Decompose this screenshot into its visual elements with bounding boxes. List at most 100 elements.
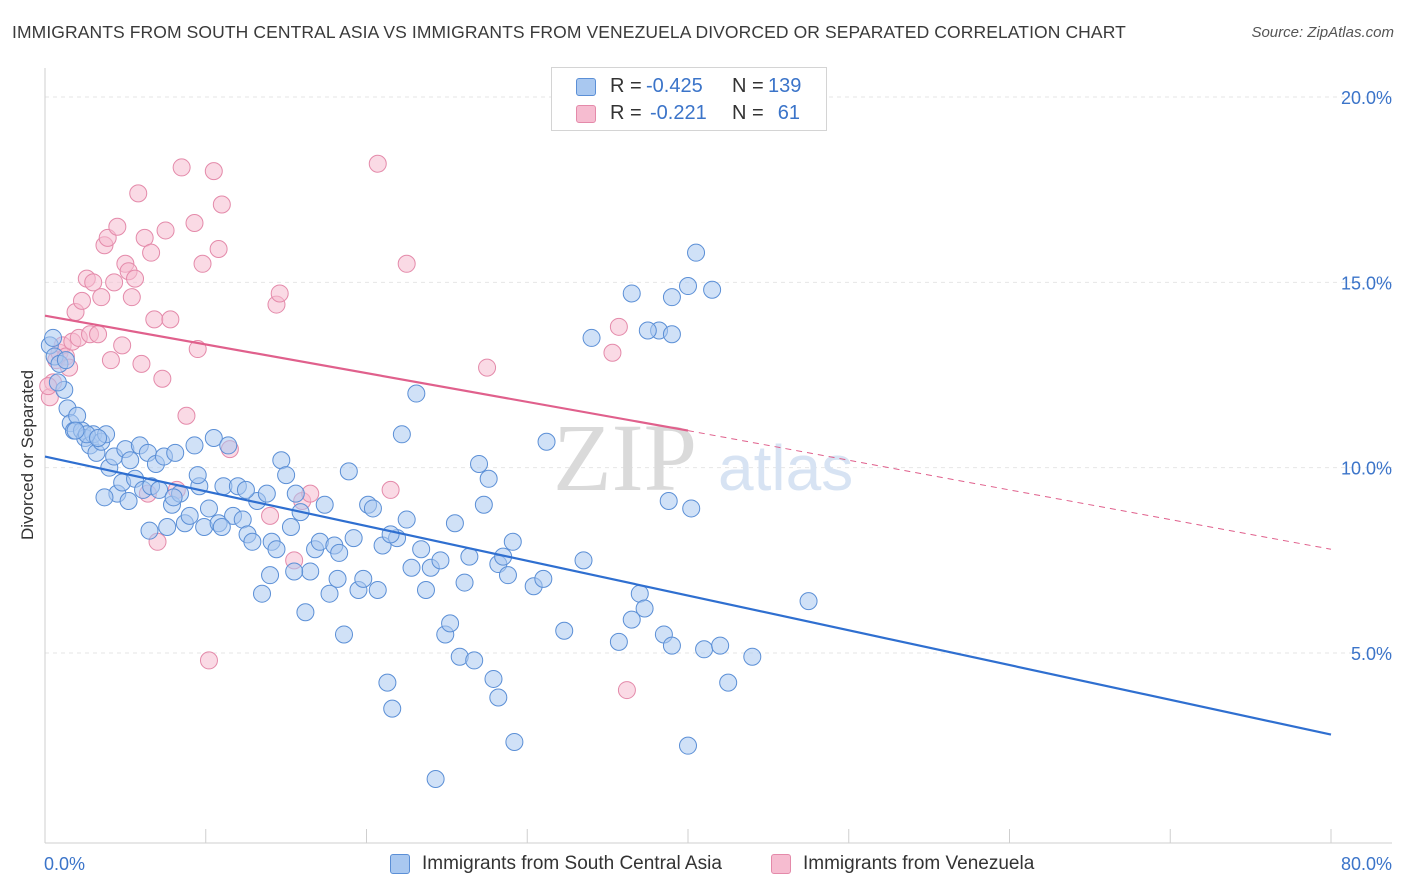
- data-point-venezuela: [145, 310, 164, 329]
- grid-lines: [45, 96, 1392, 654]
- y-tick-label: 5.0%: [1351, 644, 1392, 664]
- data-point-south-central-asia: [407, 384, 426, 403]
- data-point-south-central-asia: [219, 436, 238, 455]
- data-point-venezuela: [478, 358, 497, 377]
- data-point-south-central-asia: [330, 543, 349, 562]
- data-point-south-central-asia: [328, 569, 347, 588]
- data-point-south-central-asia: [474, 495, 493, 514]
- data-point-south-central-asia: [204, 429, 223, 448]
- data-point-south-central-asia: [267, 540, 286, 559]
- data-point-south-central-asia: [799, 592, 818, 611]
- data-point-south-central-asia: [363, 499, 382, 518]
- data-point-venezuela: [603, 343, 622, 362]
- data-point-south-central-asia: [426, 770, 445, 789]
- data-point-south-central-asia: [66, 421, 85, 440]
- data-point-venezuela: [199, 651, 218, 670]
- y-axis-label: Divorced or Separated: [18, 370, 37, 540]
- watermark: ZIP atlas: [553, 404, 853, 511]
- legend-n-value-pink: 61: [777, 102, 800, 124]
- data-point-venezuela: [209, 239, 228, 258]
- data-point-south-central-asia: [484, 669, 503, 688]
- data-point-south-central-asia: [158, 517, 177, 536]
- legend-r-label: R =: [610, 102, 642, 124]
- legend-n-label: N =: [732, 75, 764, 97]
- data-point-south-central-asia: [687, 243, 706, 262]
- data-point-south-central-asia: [334, 625, 353, 644]
- data-point-venezuela: [105, 273, 124, 292]
- data-point-south-central-asia: [465, 651, 484, 670]
- data-point-venezuela: [132, 354, 151, 373]
- data-point-south-central-asia: [166, 443, 185, 462]
- data-point-south-central-asia: [164, 488, 183, 507]
- data-point-south-central-asia: [622, 610, 641, 629]
- data-point-venezuela: [101, 351, 120, 370]
- data-point-south-central-asia: [188, 466, 207, 485]
- legend-swatch-blue: [390, 854, 410, 874]
- data-point-south-central-asia: [498, 566, 517, 585]
- data-point-south-central-asia: [301, 562, 320, 581]
- data-point-south-central-asia: [555, 621, 574, 640]
- series-venezuela-points: [39, 154, 636, 700]
- data-point-south-central-asia: [695, 640, 714, 659]
- trend-line-venezuela-extension: [687, 430, 1332, 550]
- data-point-south-central-asia: [383, 699, 402, 718]
- data-point-south-central-asia: [344, 529, 363, 548]
- data-point-south-central-asia: [140, 521, 159, 540]
- data-point-venezuela: [126, 269, 145, 288]
- data-point-south-central-asia: [659, 492, 678, 511]
- data-point-south-central-asia: [199, 499, 218, 518]
- axes: [44, 68, 1392, 844]
- data-point-south-central-asia: [354, 569, 373, 588]
- data-point-south-central-asia: [121, 451, 140, 470]
- data-point-venezuela: [142, 243, 161, 262]
- data-point-venezuela: [270, 284, 289, 303]
- data-point-south-central-asia: [277, 466, 296, 485]
- data-point-venezuela: [153, 369, 172, 388]
- data-point-south-central-asia: [185, 436, 204, 455]
- data-point-venezuela: [113, 336, 132, 355]
- legend-n-label: N =: [732, 102, 764, 124]
- data-point-south-central-asia: [261, 566, 280, 585]
- data-point-south-central-asia: [392, 425, 411, 444]
- data-point-south-central-asia: [381, 525, 400, 544]
- data-point-south-central-asia: [296, 603, 315, 622]
- data-point-south-central-asia: [574, 551, 593, 570]
- data-point-south-central-asia: [622, 284, 641, 303]
- legend-swatch-blue: [576, 78, 596, 96]
- data-point-south-central-asia: [368, 580, 387, 599]
- data-point-south-central-asia: [180, 506, 199, 525]
- data-point-south-central-asia: [679, 277, 697, 296]
- data-point-venezuela: [381, 480, 400, 499]
- data-point-venezuela: [397, 254, 416, 273]
- y-tick-label: 20.0%: [1341, 88, 1392, 108]
- data-point-south-central-asia: [703, 280, 722, 299]
- data-point-venezuela: [617, 681, 636, 700]
- data-point-venezuela: [156, 221, 175, 240]
- data-point-venezuela: [135, 228, 154, 247]
- data-point-south-central-asia: [253, 584, 272, 603]
- data-point-south-central-asia: [609, 632, 628, 651]
- data-point-south-central-asia: [339, 462, 358, 481]
- trend-line-venezuela: [44, 314, 689, 432]
- data-point-venezuela: [172, 158, 191, 177]
- data-point-south-central-asia: [534, 569, 553, 588]
- data-point-south-central-asia: [286, 484, 305, 503]
- data-point-south-central-asia: [682, 499, 701, 518]
- legend-n-value-blue: 139: [768, 75, 802, 97]
- data-point-south-central-asia: [431, 551, 450, 570]
- series-south-central-asia-points: [40, 243, 818, 789]
- data-point-south-central-asia: [95, 488, 114, 507]
- legend-swatch-pink: [576, 105, 596, 123]
- watermark-atlas: atlas: [718, 432, 853, 504]
- chart-title: IMMIGRANTS FROM SOUTH CENTRAL ASIA VS IM…: [12, 22, 1126, 42]
- trend-lines: [44, 314, 1332, 736]
- data-point-venezuela: [368, 154, 387, 173]
- data-point-venezuela: [609, 317, 628, 336]
- data-point-south-central-asia: [479, 469, 498, 488]
- y-tick-label: 10.0%: [1341, 459, 1392, 479]
- data-point-south-central-asia: [416, 580, 435, 599]
- data-point-south-central-asia: [281, 517, 300, 536]
- source-label: Source: ZipAtlas.com: [1251, 24, 1394, 41]
- data-point-south-central-asia: [505, 732, 524, 751]
- data-point-south-central-asia: [582, 328, 601, 347]
